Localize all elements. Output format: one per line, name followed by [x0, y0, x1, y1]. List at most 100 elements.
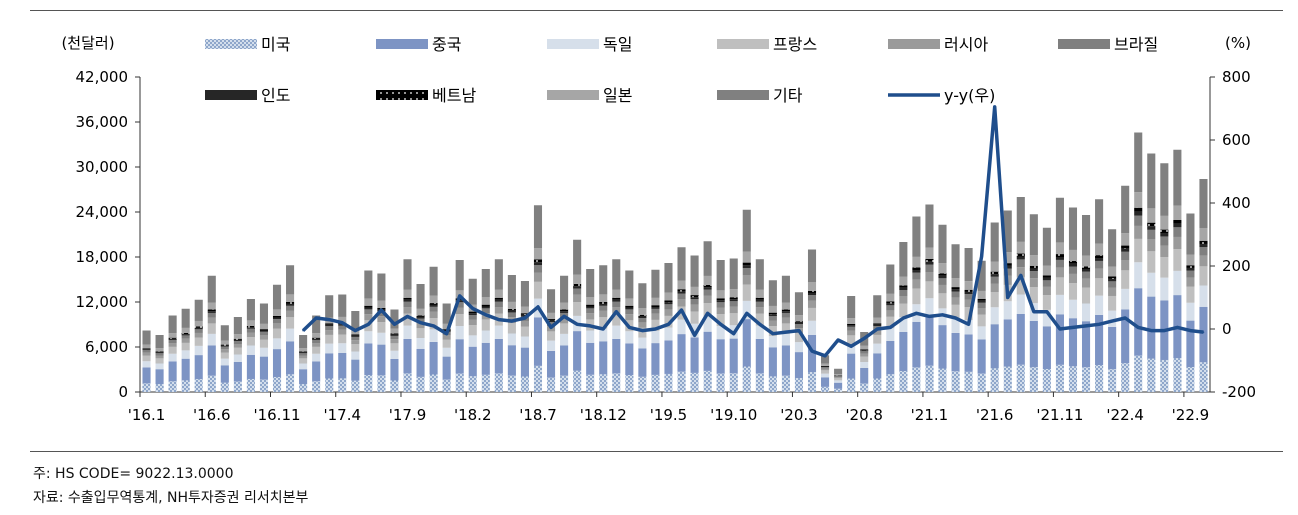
left-tick-label: 42,000: [76, 68, 129, 86]
x-tick-label: '18.12: [580, 406, 627, 424]
bar-segment-6: [912, 272, 921, 280]
bar-segment-6: [351, 336, 360, 341]
bar-segment-8: [1147, 222, 1156, 227]
bar-segment-3: [494, 325, 503, 339]
bar-segment-3: [220, 358, 229, 366]
bar-segment-8: [142, 348, 151, 350]
bar-segment-5: [729, 306, 738, 314]
bar-stack: [520, 281, 529, 392]
bar-segment-6: [1173, 227, 1182, 237]
bar-stack: [155, 335, 164, 392]
bar-segment-7: [168, 338, 177, 340]
yoy-point: [1098, 323, 1100, 326]
x-tick-label: '18.7: [519, 406, 557, 424]
bar-segment-8: [1068, 261, 1078, 264]
bar-segment-4: [1134, 238, 1143, 263]
bar-stack: [481, 269, 490, 392]
bar-segment-1: [860, 383, 869, 392]
legend-label: 기타: [773, 86, 803, 105]
bar-segment-4: [1121, 270, 1130, 289]
bar-segment-7: [1186, 267, 1195, 271]
bar-segment-10: [834, 368, 843, 375]
bar-stack: [586, 269, 595, 392]
bar-segment-1: [286, 374, 295, 392]
bar-segment-8: [768, 312, 777, 315]
bar-segment-1: [181, 380, 190, 392]
bar-segment-8: [573, 283, 582, 287]
bar-segment-3: [1147, 272, 1156, 297]
bar-segment-9: [1095, 243, 1104, 256]
bar-segment-10: [429, 266, 438, 296]
bar-segment-10: [403, 259, 412, 290]
bar-segment-3: [1095, 295, 1104, 315]
bar-segment-6: [794, 324, 804, 329]
bar-segment-3: [938, 308, 947, 326]
yoy-point: [419, 321, 422, 324]
bar-segment-2: [1016, 314, 1025, 365]
bar-segment-3: [181, 350, 190, 359]
bar-segment-7: [912, 270, 921, 273]
bar-segment-2: [351, 359, 360, 381]
bar-segment-10: [638, 283, 647, 309]
bar-segment-3: [651, 330, 660, 344]
bar-segment-3: [351, 351, 360, 360]
bar-segment-1: [272, 376, 282, 392]
bar-segment-2: [1095, 314, 1104, 366]
bar-stack: [533, 205, 543, 392]
bar-segment-10: [716, 260, 725, 291]
bar-segment-7: [416, 316, 425, 319]
bar-segment-1: [1199, 362, 1208, 392]
bar-segment-4: [651, 319, 660, 331]
bar-segment-9: [286, 294, 295, 303]
bar-segment-4: [246, 337, 255, 346]
yoy-point: [1176, 326, 1179, 329]
bar-stack: [938, 224, 947, 392]
bar-stack: [1081, 215, 1091, 392]
bar-segment-2: [312, 361, 321, 382]
bar-segment-9: [938, 263, 947, 274]
bar-segment-9: [742, 251, 751, 263]
bar-segment-6: [625, 309, 634, 315]
yoy-point: [889, 326, 892, 329]
bar-stack: [220, 325, 229, 392]
bar-segment-3: [455, 326, 464, 340]
bar-segment-8: [794, 321, 804, 323]
bar-segment-2: [259, 356, 269, 380]
bar-segment-7: [1121, 248, 1130, 252]
legend-item: y-y(우): [888, 86, 995, 105]
bar-segment-3: [560, 333, 569, 346]
bar-stack: [651, 269, 660, 392]
bar-segment-3: [703, 316, 712, 332]
bar-segment-4: [286, 317, 295, 329]
bar-segment-7: [403, 299, 412, 302]
legend-swatch: [376, 90, 428, 100]
bar-segment-5: [364, 314, 373, 321]
bar-segment-8: [886, 301, 895, 304]
bar-segment-5: [233, 344, 242, 348]
bar-segment-10: [821, 355, 830, 364]
bar-segment-6: [638, 318, 647, 323]
bar-segment-4: [181, 342, 190, 351]
bar-segment-9: [1068, 249, 1078, 262]
bar-segment-3: [794, 342, 804, 353]
bar-segment-8: [416, 315, 425, 317]
bar-segment-9: [690, 286, 699, 296]
yoy-point: [759, 323, 761, 326]
bar-segment-5: [847, 330, 856, 336]
bar-segment-3: [768, 336, 777, 348]
bar-segment-5: [703, 295, 712, 304]
bar-segment-9: [416, 308, 425, 316]
bar-segment-1: [1068, 366, 1078, 392]
bar-segment-7: [1199, 243, 1208, 248]
bar-segment-1: [142, 383, 151, 392]
legend-label: 독일: [603, 35, 632, 54]
bar-segment-10: [768, 280, 777, 306]
yoy-point: [824, 354, 826, 357]
bar-segment-9: [1186, 254, 1195, 266]
bar-segment-6: [1055, 259, 1064, 268]
bar-segment-2: [481, 342, 490, 375]
bar-segment-5: [651, 313, 660, 320]
bar-segment-8: [664, 300, 673, 303]
bar-segment-5: [1108, 287, 1117, 296]
bar-segment-8: [1055, 254, 1064, 257]
